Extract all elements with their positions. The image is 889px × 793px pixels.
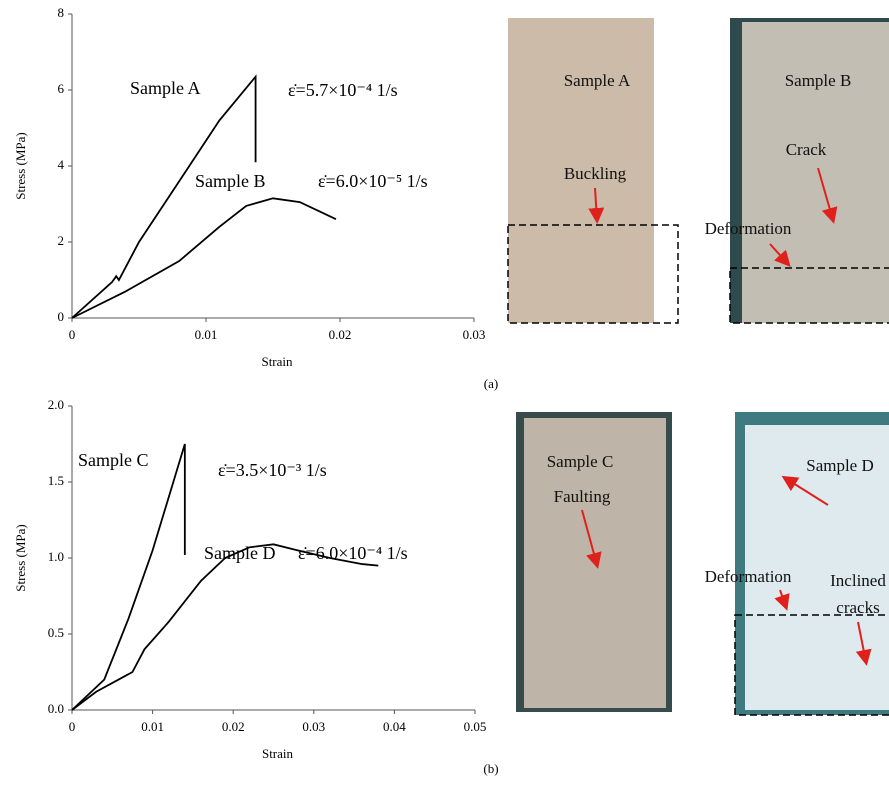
photo-label: Sample C: [547, 452, 614, 471]
x-axis-label: Strain: [261, 354, 293, 369]
annotation: ε̇=5.7×10⁻⁴ 1/s: [288, 80, 398, 100]
y-tick-label: 6: [58, 81, 65, 96]
y-tick-label: 0.0: [48, 701, 64, 716]
photo-label: Sample B: [785, 71, 852, 90]
photo-label: Crack: [786, 140, 827, 159]
photos: [507, 18, 889, 716]
series-label: Sample D: [204, 543, 276, 563]
y-tick-label: 0: [58, 309, 65, 324]
x-tick-label: 0.04: [383, 719, 406, 734]
series-line: [71, 443, 186, 711]
x-tick-label: 0.02: [329, 327, 352, 342]
photo-label: Sample A: [564, 71, 631, 90]
series-label: Sample B: [195, 171, 266, 191]
x-tick-label: 0.01: [195, 327, 218, 342]
series-label: Sample A: [130, 78, 201, 98]
photo-label: Sample D: [806, 456, 874, 475]
annotation: ε̇=6.0×10⁻⁵ 1/s: [318, 171, 428, 191]
series-line: [71, 543, 379, 711]
photo-a: [508, 18, 654, 323]
x-tick-label: 0.03: [302, 719, 325, 734]
y-tick-label: 1.0: [48, 549, 64, 564]
panel-label: (b): [483, 761, 498, 776]
photo-label: Deformation: [705, 219, 792, 238]
annotation: ε̇=3.5×10⁻³ 1/s: [218, 460, 327, 480]
x-tick-label: 0: [69, 719, 76, 734]
series-label: Sample C: [78, 450, 149, 470]
y-tick-label: 0.5: [48, 625, 64, 640]
y-tick-label: 1.5: [48, 473, 64, 488]
x-axis-label: Strain: [262, 746, 294, 761]
dashed-box: [507, 224, 679, 324]
x-tick-label: 0: [69, 327, 76, 342]
arrows: [581, 167, 872, 666]
x-tick-label: 0.05: [464, 719, 487, 734]
dashed-box: [729, 267, 889, 324]
dashed-box: [734, 614, 889, 716]
annotation: ε̇=6.0×10⁻⁴ 1/s: [298, 543, 408, 563]
photo-label: Buckling: [564, 164, 627, 183]
photo-label: Deformation: [705, 567, 792, 586]
y-axis-label: Stress (MPa): [13, 132, 28, 200]
y-tick-label: 4: [58, 157, 65, 172]
series-line: [71, 197, 337, 319]
panel-label: (a): [484, 376, 498, 391]
x-tick-label: 0.03: [463, 327, 486, 342]
photo-b: [742, 22, 889, 323]
y-axis-label: Stress (MPa): [13, 524, 28, 592]
series-line: [71, 74, 257, 319]
photo-label: Inclined: [830, 571, 886, 590]
x-tick-label: 0.01: [141, 719, 164, 734]
photo-label: Faulting: [554, 487, 611, 506]
y-tick-label: 2.0: [48, 397, 64, 412]
y-tick-label: 2: [58, 233, 65, 248]
x-tick-label: 0.02: [222, 719, 245, 734]
photo-label: cracks: [836, 598, 879, 617]
y-tick-label: 8: [58, 5, 65, 20]
